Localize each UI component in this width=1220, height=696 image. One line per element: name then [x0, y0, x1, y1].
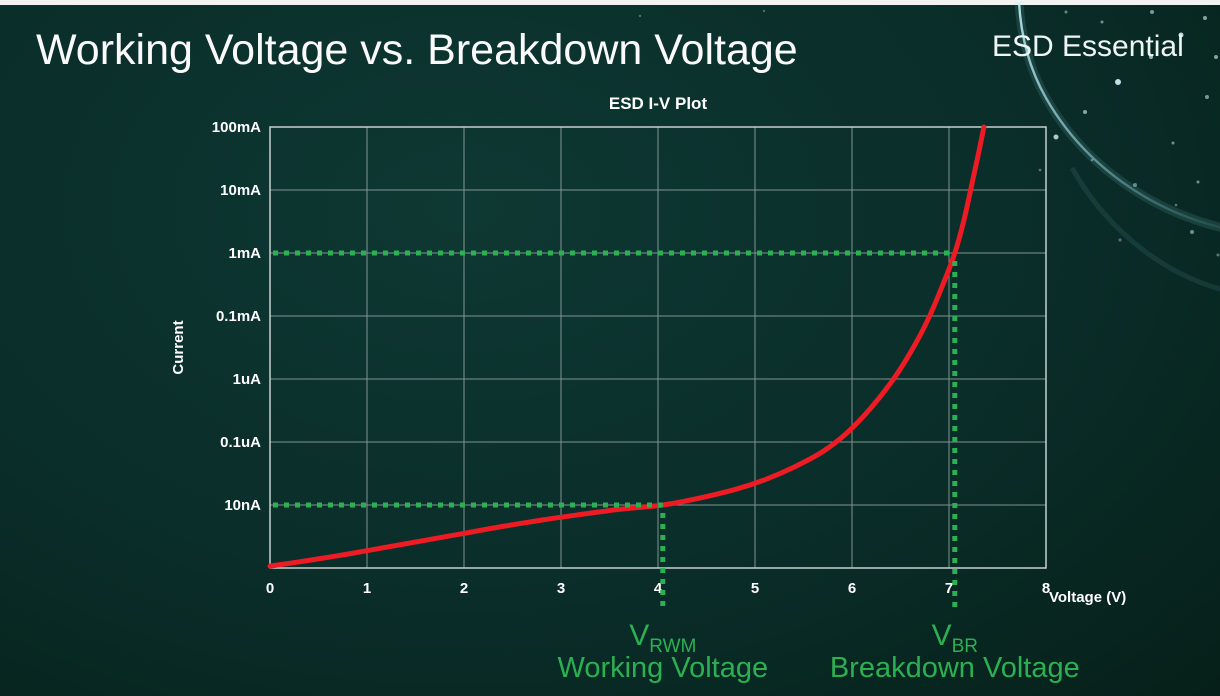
y-tick-label: 0.1uA	[220, 434, 261, 451]
x-tick-label: 0	[266, 580, 274, 597]
x-tick-label: 2	[460, 580, 468, 597]
annotation-vrwm-symbol: VRWM	[629, 619, 696, 657]
light-arc-echo	[1069, 166, 1220, 292]
y-tick-label: 100mA	[212, 119, 261, 136]
sparkle-dots	[638, 9, 1220, 257]
chart-title: ESD I-V Plot	[609, 94, 708, 113]
x-tick-label: 8	[1042, 580, 1050, 597]
x-tick-label: 6	[848, 580, 856, 597]
top-border-strip	[0, 0, 1220, 5]
plot-border	[269, 126, 1047, 569]
x-tick-label: 5	[751, 580, 759, 597]
annotation-vbr-caption: Breakdown Voltage	[830, 652, 1080, 684]
x-tick-label: 1	[363, 580, 371, 597]
x-tick-label: 7	[945, 580, 953, 597]
x-axis-label: Voltage (V)	[1049, 589, 1126, 606]
y-tick-label: 10mA	[220, 182, 261, 199]
x-tick-label: 3	[557, 580, 565, 597]
annotation-vbr-symbol: VBR	[932, 619, 978, 657]
y-tick-label: 1mA	[228, 245, 261, 262]
chart-grid	[269, 126, 1047, 569]
y-tick-label: 10nA	[224, 497, 261, 514]
y-tick-label: 0.1mA	[216, 308, 261, 325]
light-arc	[1017, 1, 1220, 229]
axis-tick-labels: 0 1 2 3 4 5 6 7 8 100mA 10mA 1mA 0.1mA 1uA 0.1uA 10nA	[212, 119, 1050, 597]
x-tick-label: 4	[654, 580, 663, 597]
annotation-vrwm-caption: Working Voltage	[557, 652, 768, 684]
brand-text: ESD Essential	[992, 30, 1184, 63]
y-tick-label: 1uA	[233, 371, 262, 388]
iv-curve	[267, 124, 987, 569]
y-axis-label: Current	[170, 320, 187, 374]
page-title: Working Voltage vs. Breakdown Voltage	[36, 26, 798, 74]
